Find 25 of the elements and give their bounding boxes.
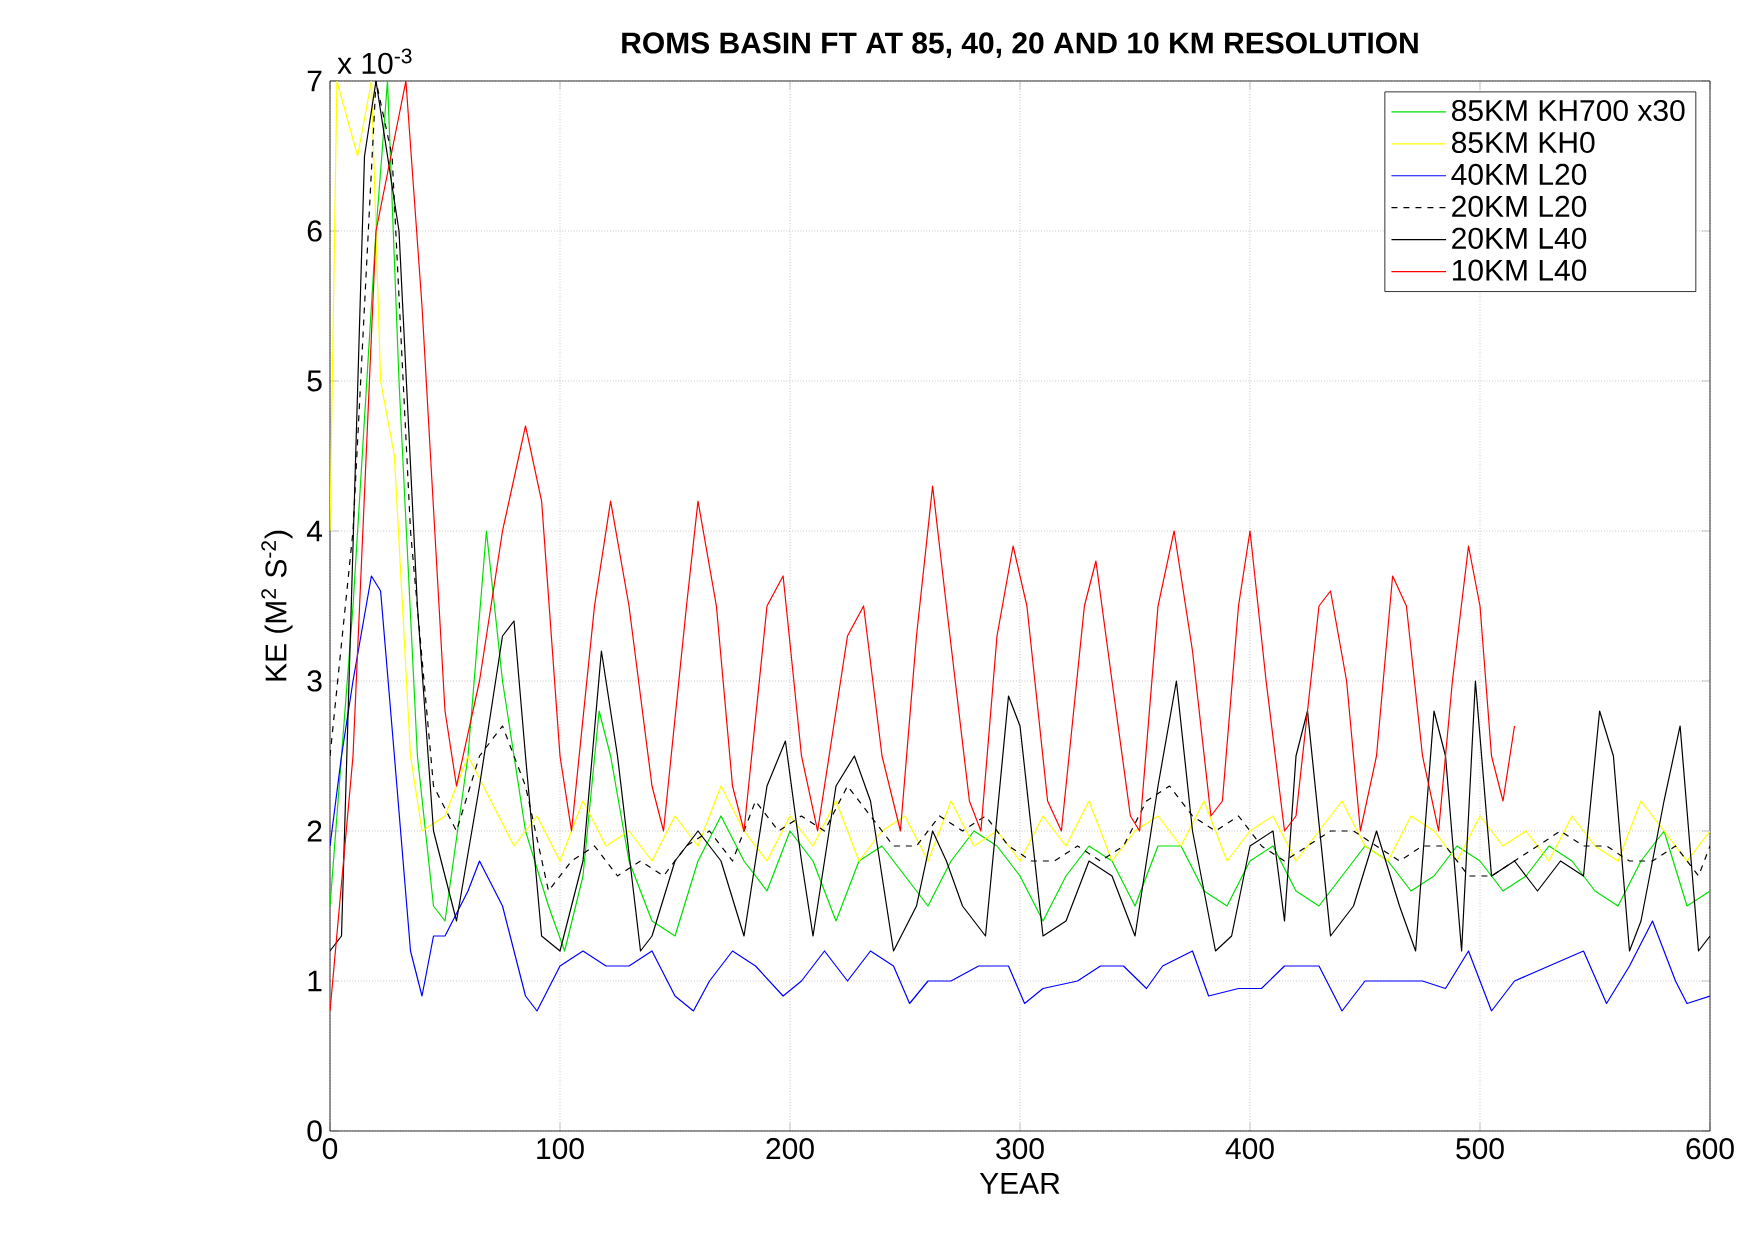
y-tick-label: 5 xyxy=(307,370,322,392)
text: x 10$^{-3}$ xyxy=(337,48,412,74)
y-tick-label: 1 xyxy=(308,970,322,992)
x-tick-label: 400 xyxy=(1225,1138,1274,1160)
x-tick-label: 100 xyxy=(537,1138,584,1160)
y-tick-label: 2 xyxy=(307,820,322,842)
y-tick-label: 0 xyxy=(307,1120,322,1142)
x-tick-label: 200 xyxy=(766,1138,814,1160)
x-tick-label: 0 xyxy=(322,1138,338,1160)
y-axis-title: KE (M$^{2}$ S$^{-2}$) xyxy=(261,530,293,681)
y-tick-label: 6 xyxy=(307,220,322,242)
legend-label: 40KM L20 xyxy=(1451,163,1587,186)
legend-label: 20KM L40 xyxy=(1452,227,1587,249)
legend-label: 85KM KH0 xyxy=(1451,131,1595,154)
chart-title: ROMS BASIN FT AT 85, 40, 20 AND 10 KM RESOLUTION xyxy=(622,32,1418,58)
y-tick-label: 4 xyxy=(306,520,323,542)
legend-label: 10KM L40 xyxy=(1452,259,1587,281)
legend-label: 20KM L20 xyxy=(1452,195,1587,217)
y-tick-label: 3 xyxy=(307,670,322,692)
y-tick-label: 7 xyxy=(307,70,322,92)
x-tick-label: 600 xyxy=(1686,1138,1734,1160)
x-axis-title: YEAR xyxy=(979,1173,1060,1194)
x-tick-label: 300 xyxy=(996,1138,1044,1160)
x-tick-label: 500 xyxy=(1456,1138,1504,1160)
legend-label: 85KM KH700 x30 xyxy=(1451,99,1685,122)
